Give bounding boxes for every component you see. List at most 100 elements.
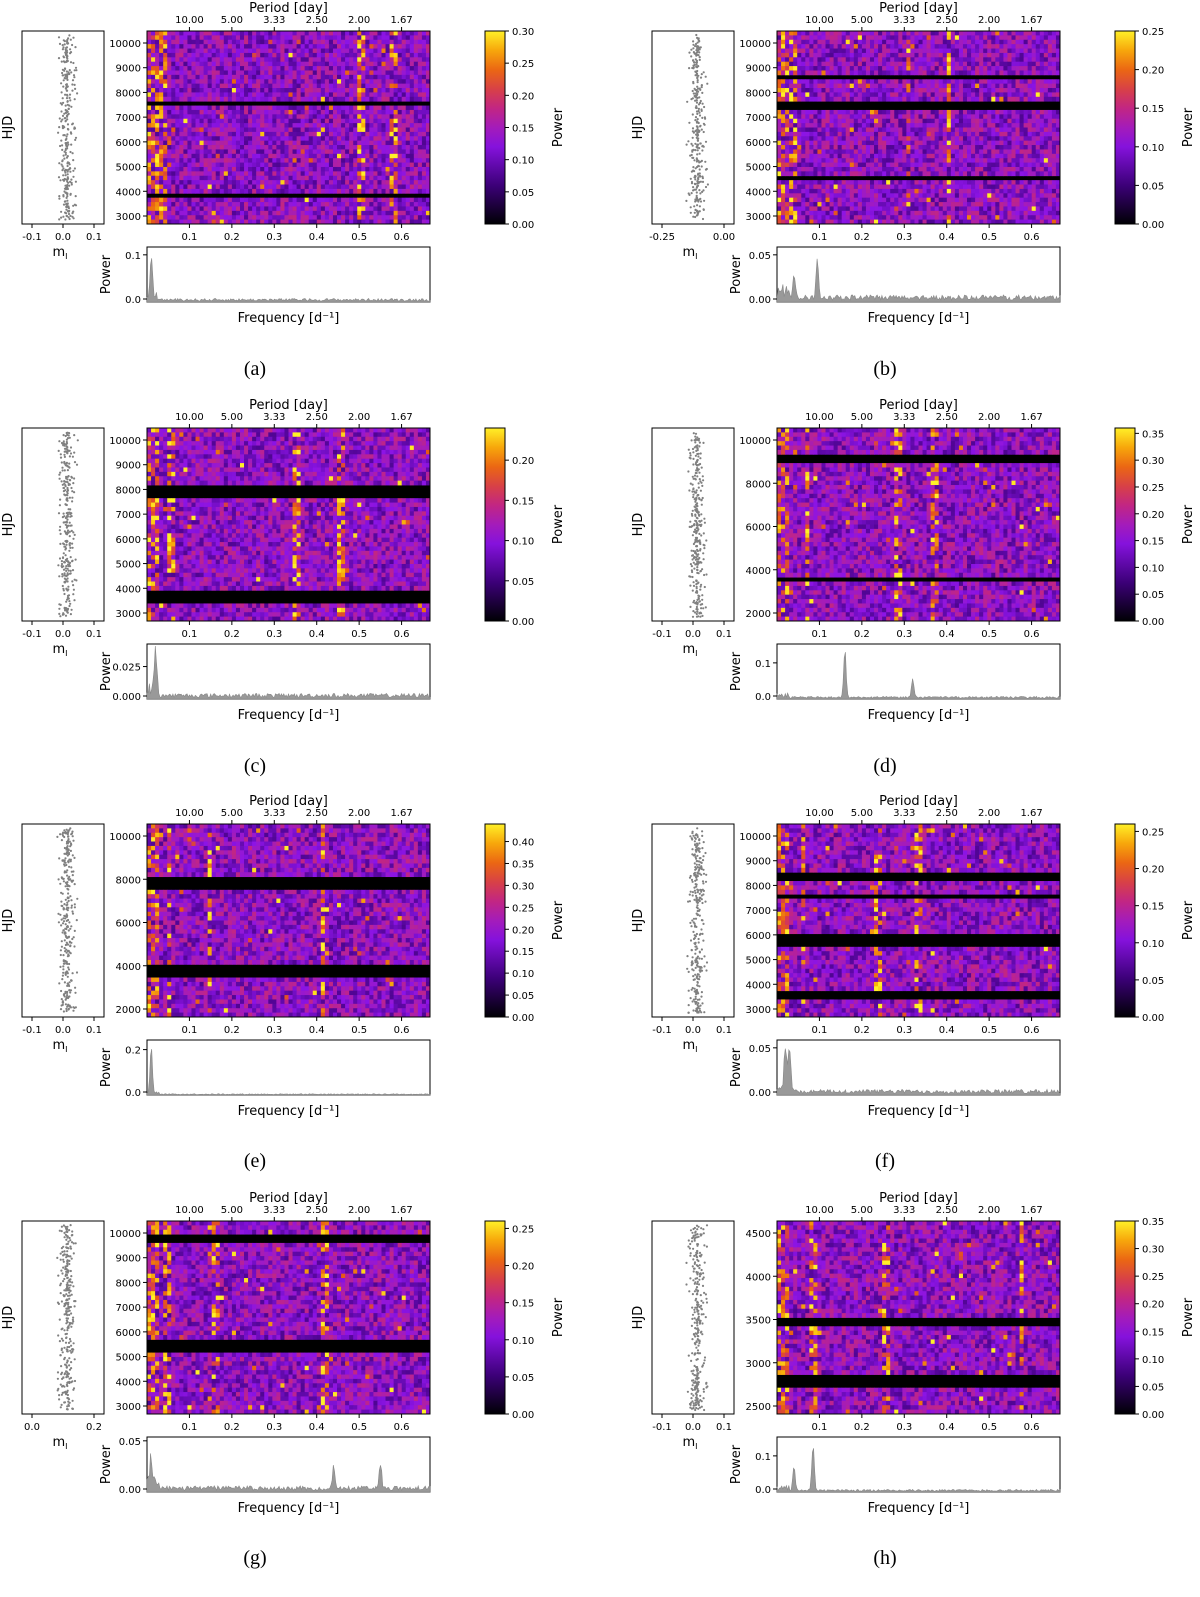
power-tick: 0.025 (112, 663, 141, 674)
hjd-tick: 10000 (109, 436, 141, 447)
period-axis-label: Period [day] (249, 398, 328, 413)
hjd-axis-label: HJD (1, 1306, 16, 1330)
heatmap-frame (146, 427, 431, 622)
hjd-tick: 4000 (116, 584, 141, 595)
freq-tick: 0.2 (854, 629, 870, 640)
heatmap (147, 824, 431, 1018)
freq-tick: 0.4 (309, 1025, 325, 1036)
freq-tick: 0.4 (939, 1025, 955, 1036)
period-tick: 3.33 (263, 808, 285, 819)
period-tick: 5.00 (851, 15, 873, 26)
colorbar-tick: 0.10 (1142, 563, 1164, 574)
mag-tick: 0.0 (55, 1025, 71, 1036)
freq-tick: 0.6 (394, 1422, 410, 1433)
power-tick: 0.000 (112, 692, 141, 703)
hjd-tick: 2000 (116, 1005, 141, 1016)
power-axis-label: Power (729, 1444, 744, 1484)
periodogram-frame (146, 1039, 431, 1096)
period-tick: 3.33 (893, 808, 915, 819)
power-tick: 0.05 (119, 1437, 141, 1448)
colorbar-tick: 0.20 (1142, 66, 1164, 77)
frequency-axis-label: Frequency [d⁻¹] (238, 1104, 340, 1119)
panel-g: 0.0 0.2 mI HJD 3000 4000 5000 6000 7000 8000 9000 1… (1, 1191, 566, 1516)
colorbar-tick: 0.25 (512, 59, 534, 70)
colorbar (1114, 427, 1136, 622)
hjd-axis-label: HJD (631, 909, 646, 933)
hjd-tick: 9000 (746, 64, 771, 75)
mag-tick: 0.0 (24, 1422, 40, 1433)
colorbar-tick: 0.10 (1142, 939, 1164, 950)
freq-tick: 0.4 (939, 232, 955, 243)
colorbar-tick: 0.00 (1142, 1013, 1164, 1024)
colorbar-tick: 0.25 (1142, 1272, 1164, 1283)
hjd-tick: 2000 (746, 609, 771, 620)
panel-caption: (h) (855, 1547, 915, 1570)
colorbar-tick: 0.05 (512, 991, 534, 1002)
mag-tick: 0.1 (716, 1025, 732, 1036)
mag-tick: -0.1 (652, 1025, 672, 1036)
power-axis-label: Power (99, 651, 114, 691)
lightcurve-points (685, 33, 709, 221)
freq-tick: 0.5 (351, 1422, 367, 1433)
colorbar-tick: 0.30 (512, 881, 534, 892)
freq-tick: 0.2 (854, 232, 870, 243)
period-tick: 5.00 (851, 808, 873, 819)
hjd-tick: 7000 (116, 113, 141, 124)
period-axis-label: Period [day] (879, 1191, 958, 1206)
freq-tick: 0.1 (811, 232, 827, 243)
periodogram-frame (776, 246, 1061, 303)
hjd-tick: 10000 (109, 1229, 141, 1240)
hjd-tick: 3000 (116, 1402, 141, 1413)
mag-tick: 0.1 (86, 232, 102, 243)
colorbar (1114, 1220, 1136, 1415)
period-tick: 10.00 (175, 808, 204, 819)
freq-tick: 0.1 (181, 629, 197, 640)
hjd-tick: 6000 (746, 931, 771, 942)
heatmap-frame (146, 1220, 431, 1415)
colorbar-tick: 0.35 (1142, 429, 1164, 440)
period-tick: 2.50 (306, 808, 328, 819)
freq-tick: 0.3 (266, 1025, 282, 1036)
colorbar-label: Power (551, 107, 566, 147)
freq-tick: 0.6 (394, 629, 410, 640)
colorbar-tick: 0.40 (512, 838, 534, 849)
mag-tick: 0.0 (55, 629, 71, 640)
freq-tick: 0.5 (351, 629, 367, 640)
periodogram-curve (146, 1453, 431, 1493)
period-tick: 2.00 (978, 1205, 1000, 1216)
hjd-tick: 10000 (109, 832, 141, 843)
colorbar-tick: 0.15 (512, 1299, 534, 1310)
power-tick: 0.0 (125, 1088, 141, 1099)
colorbar-tick: 0.25 (512, 903, 534, 914)
periodogram-frame (776, 1039, 1061, 1096)
periodogram-curve (776, 1048, 1061, 1096)
freq-tick: 0.2 (224, 1025, 240, 1036)
hjd-tick: 4000 (746, 566, 771, 577)
freq-tick: 0.2 (854, 1025, 870, 1036)
heatmap (777, 1221, 1061, 1415)
power-tick: 0.1 (755, 1452, 771, 1463)
power-tick: 0.0 (755, 1485, 771, 1496)
period-tick: 2.50 (936, 808, 958, 819)
hjd-tick: 8000 (746, 479, 771, 490)
freq-tick: 0.1 (811, 1422, 827, 1433)
colorbar-label: Power (1181, 504, 1196, 544)
mag-axis-label: mI (52, 642, 67, 658)
mag-tick: 0.1 (716, 629, 732, 640)
colorbar (1114, 30, 1136, 225)
period-tick: 2.00 (348, 15, 370, 26)
colorbar-tick: 0.10 (512, 156, 534, 167)
power-axis-label: Power (729, 651, 744, 691)
period-tick: 2.00 (348, 1205, 370, 1216)
colorbar-tick: 0.15 (512, 947, 534, 958)
hjd-tick: 6000 (746, 138, 771, 149)
periodogram-curve (776, 652, 1061, 700)
hjd-tick: 3000 (746, 212, 771, 223)
power-axis-label: Power (729, 1047, 744, 1087)
mag-axis-label: mI (52, 1435, 67, 1451)
colorbar (484, 823, 506, 1018)
mag-tick: 0.00 (713, 232, 735, 243)
period-axis-label: Period [day] (879, 1, 958, 16)
periodogram-frame (146, 246, 431, 303)
hjd-tick: 3500 (746, 1316, 771, 1327)
